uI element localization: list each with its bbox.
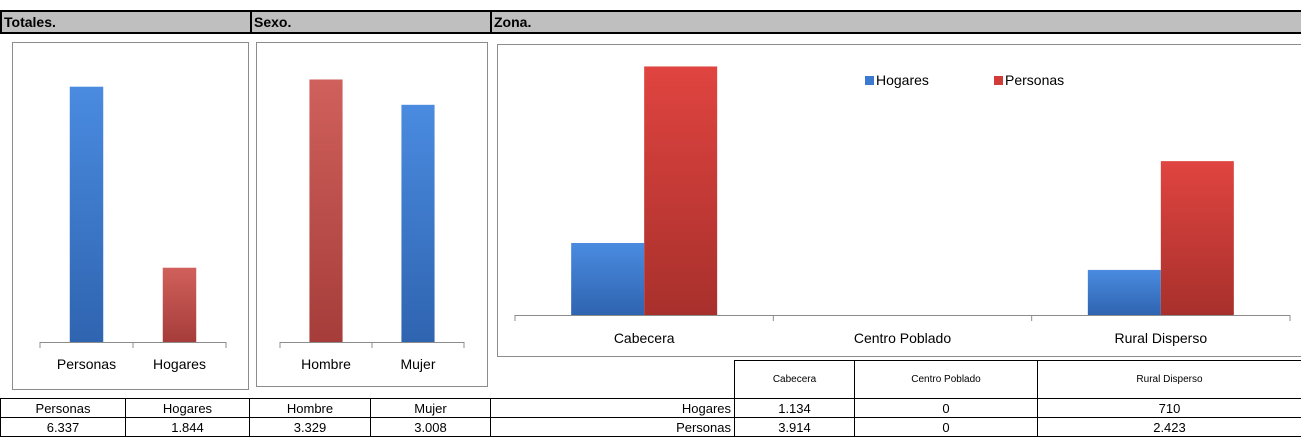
totales-label-personas: Personas — [57, 356, 116, 372]
zona-legend-hogares: Hogares — [876, 72, 929, 88]
zona-legend-swatch-personas — [994, 76, 1003, 85]
table-zona-hogares-rural-disperso: 710 — [1037, 398, 1301, 418]
chart-zona: Cabecera Centro Poblado Rural Disperso Hoga… — [497, 44, 1301, 357]
chart-totales-svg: Personas Hogares — [39, 86, 227, 372]
zona-bar-hogares-cabecera — [571, 242, 645, 315]
table-totales-value-hogares: 1.844 — [125, 417, 250, 437]
table-zona-header-cabecera: Cabecera — [734, 360, 855, 399]
table-sexo-value-mujer: 3.008 — [370, 417, 491, 437]
sexo-label-mujer: Mujer — [400, 356, 435, 372]
header-zona-label: Zona. — [494, 14, 532, 30]
header-totales: Totales. — [0, 10, 250, 34]
table-sexo-header-mujer: Mujer — [370, 398, 491, 418]
table-totales-header-hogares: Hogares — [125, 398, 250, 418]
header-totales-label: Totales. — [4, 14, 56, 30]
header-sexo: Sexo. — [250, 10, 490, 34]
zona-bar-hogares-rural-disperso — [1087, 269, 1161, 315]
zona-label-centro-poblado: Centro Poblado — [854, 330, 952, 346]
sexo-bar-mujer — [401, 104, 435, 342]
table-sexo-header-hombre: Hombre — [249, 398, 371, 418]
table-zona-row-label-hogares: Hogares — [490, 398, 735, 418]
table-zona-row-label-personas: Personas — [490, 417, 735, 437]
chart-zona-svg: Cabecera Centro Poblado Rural Disperso Hoga… — [514, 66, 1291, 346]
totales-bar-hogares — [162, 267, 197, 342]
table-zona-header-rural-disperso: Rural Disperso — [1037, 360, 1301, 399]
zona-label-cabecera: Cabecera — [614, 330, 675, 346]
zona-legend-personas: Personas — [1005, 72, 1064, 88]
table-zona-personas-centro-poblado: 0 — [854, 417, 1038, 437]
table-totales-value-personas: 6.337 — [0, 417, 126, 437]
table-sexo: Hombre Mujer 3.329 3.008 — [249, 398, 491, 437]
header-zona: Zona. — [490, 10, 1301, 34]
table-sexo-value-hombre: 3.329 — [249, 417, 371, 437]
table-totales: Personas Hogares 6.337 1.844 — [0, 398, 250, 437]
table-zona: Cabecera Centro Poblado Rural Disperso H… — [490, 360, 1301, 437]
table-totales-header-personas: Personas — [0, 398, 126, 418]
zona-legend-swatch-hogares — [865, 76, 874, 85]
zona-bar-personas-cabecera — [644, 66, 718, 315]
totales-bar-personas — [69, 86, 104, 342]
table-zona-hogares-cabecera: 1.134 — [734, 398, 855, 418]
chart-sexo-svg: Hombre Mujer — [279, 79, 465, 372]
chart-sexo: Hombre Mujer — [256, 42, 488, 387]
table-zona-personas-rural-disperso: 2.423 — [1037, 417, 1301, 437]
zona-label-rural-disperso: Rural Disperso — [1115, 330, 1208, 346]
table-zona-header-centro-poblado: Centro Poblado — [854, 360, 1038, 399]
sexo-bar-hombre — [309, 79, 343, 343]
table-zona-personas-cabecera: 3.914 — [734, 417, 855, 437]
zona-bar-personas-rural-disperso — [1160, 161, 1234, 315]
table-zona-corner — [491, 361, 735, 399]
chart-totales: Personas Hogares — [12, 42, 249, 390]
table-zona-hogares-centro-poblado: 0 — [854, 398, 1038, 418]
totales-label-hogares: Hogares — [153, 356, 206, 372]
header-sexo-label: Sexo. — [254, 14, 292, 30]
sexo-label-hombre: Hombre — [301, 356, 351, 372]
